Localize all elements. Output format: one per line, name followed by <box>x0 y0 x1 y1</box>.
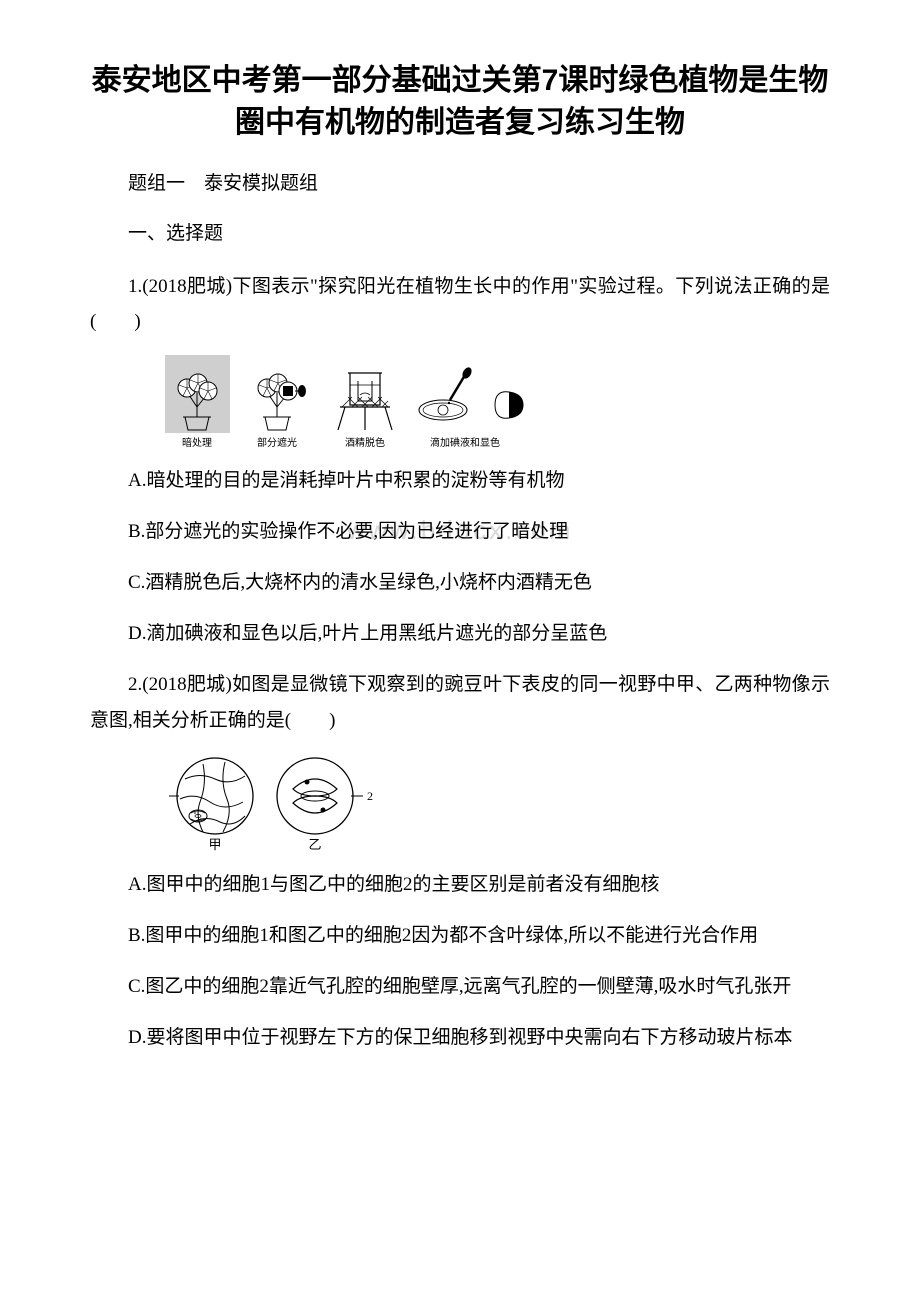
q2-option-a: A.图甲中的细胞1与图乙中的细胞2的主要区别是前者没有细胞核 <box>90 867 830 902</box>
q1-img-label-a: 暗处理 <box>182 436 212 449</box>
q1-option-a: A.暗处理的目的是消耗掉叶片中积累的淀粉等有机物 <box>90 463 830 498</box>
q2-option-b: B.图甲中的细胞1和图乙中的细胞2因为都不含叶绿体,所以不能进行光合作用 <box>90 918 830 953</box>
q2-option-c: C.图乙中的细胞2靠近气孔腔的细胞壁厚,远离气孔腔的一侧壁薄,吸水时气孔张开 <box>90 969 830 1004</box>
subsection-label: 一、选择题 <box>90 218 830 250</box>
q1-img-label-b: 部分遮光 <box>257 436 297 449</box>
svg-text:2: 2 <box>367 789 373 803</box>
q1-stem: 1.(2018肥城)下图表示"探究阳光在植物生长中的作用"实验过程。下列说法正确… <box>90 269 830 339</box>
q2-option-d: D.要将图甲中位于视野左下方的保卫细胞移到视野中央需向右下方移动玻片标本 <box>90 1020 830 1055</box>
q1-img-label-c: 酒精脱色 <box>345 436 385 449</box>
page-title: 泰安地区中考第一部分基础过关第7课时绿色植物是生物圈中有机物的制造者复习练习生物 <box>90 60 830 144</box>
q2-stem: 2.(2018肥城)如图是显微镜下观察到的豌豆叶下表皮的同一视野中甲、乙两种物像… <box>90 667 830 737</box>
q1-option-b: B.部分遮光的实验操作不必要,因为已经进行了暗处理 <box>90 514 830 549</box>
q1-option-d: D.滴加碘液和显色以后,叶片上用黑纸片遮光的部分呈蓝色 <box>90 616 830 651</box>
q1-figure: 暗处理 部分遮光 酒精脱色 <box>165 355 830 455</box>
q2-figure: 1 甲 2 乙 <box>165 754 830 859</box>
q1-option-c: C.酒精脱色后,大烧杯内的清水呈绿色,小烧杯内酒精无色 <box>90 565 830 600</box>
q2-img-label-jia: 甲 <box>208 837 221 852</box>
q1-img-label-d: 滴加碘液和显色 <box>430 436 500 449</box>
q2-img-label-yi: 乙 <box>308 837 321 852</box>
section-label: 题组一 泰安模拟题组 <box>90 168 830 200</box>
